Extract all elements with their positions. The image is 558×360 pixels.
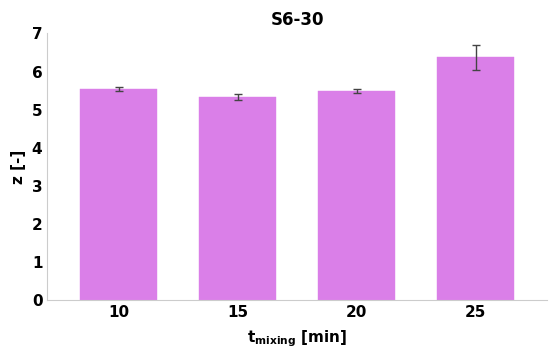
Title: S6-30: S6-30 <box>270 11 324 29</box>
Bar <box>199 98 276 300</box>
Bar <box>80 89 157 300</box>
X-axis label: $\mathbf{t_{mixing}}$ [min]: $\mathbf{t_{mixing}}$ [min] <box>247 328 347 349</box>
Y-axis label: z [-]: z [-] <box>11 150 26 184</box>
Bar <box>318 91 395 300</box>
Bar <box>437 58 514 300</box>
